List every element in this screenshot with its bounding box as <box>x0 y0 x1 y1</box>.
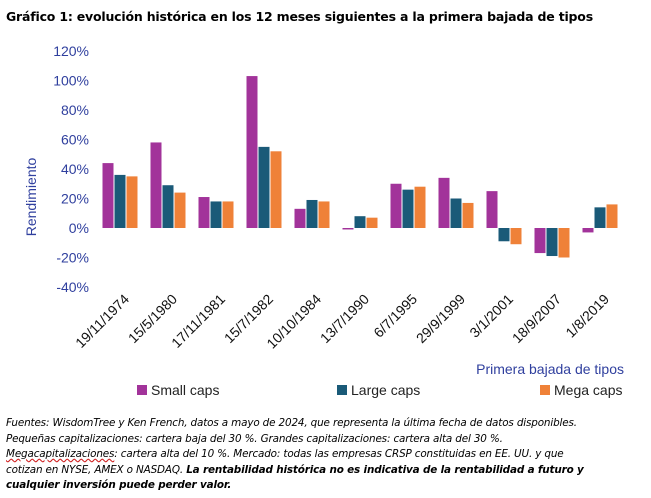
legend-label: Small caps <box>151 382 219 398</box>
bar-small-caps <box>486 191 498 228</box>
bar-large-caps <box>258 146 270 228</box>
bar-mega-caps <box>414 186 426 228</box>
footnote-line-4-normal: cotizan en NYSE, AMEX o NASDAQ. <box>6 463 187 476</box>
y-tick-label: 80% <box>61 102 89 118</box>
footnote-line-3: Megacapitalizaciones: cartera alta del 1… <box>6 447 636 463</box>
footnote-line-3-rest: : cartera alta del 10 %. Mercado: todas … <box>114 448 564 460</box>
x-tick-label: 1/8/2019 <box>562 291 612 341</box>
y-tick-label: 120% <box>53 43 89 59</box>
bar-small-caps <box>198 197 210 228</box>
bar-small-caps <box>342 228 354 230</box>
bar-small-caps <box>246 76 258 228</box>
footnote-line-5: cualquier inversión puede perder valor. <box>6 479 232 491</box>
legend-label: Mega caps <box>554 382 622 398</box>
footnote-disclaimer: La rentabilidad histórica no es indicati… <box>186 463 584 476</box>
y-tick-label: -20% <box>56 250 89 266</box>
bar-small-caps <box>438 177 450 228</box>
x-tick-label: 19/11/1974 <box>72 291 132 351</box>
bar-large-caps <box>498 228 510 242</box>
y-tick-label: 20% <box>61 191 89 207</box>
y-tick-label: 100% <box>53 73 89 89</box>
legend: Small caps Large caps Mega caps <box>137 382 622 398</box>
y-tick-label: -40% <box>56 279 89 295</box>
bar-large-caps <box>546 228 558 257</box>
x-tick-label: 3/1/2001 <box>466 291 516 341</box>
y-axis-ticks: -40% -20% 0% 20% 40% 60% 80% 100% 120% <box>53 43 89 295</box>
bar-large-caps <box>450 198 462 228</box>
bar-small-caps <box>102 163 114 228</box>
x-tick-label: 13/7/1990 <box>317 291 373 347</box>
bar-chart: -40% -20% 0% 20% 40% 60% 80% 100% 120% 19/11/197… <box>23 43 624 398</box>
chart-title: Gráfico 1: evolución histórica en los 12… <box>6 9 593 24</box>
y-tick-label: 0% <box>69 220 89 236</box>
footnote-line-1: Fuentes: WisdomTree y Ken French, datos … <box>6 417 577 429</box>
bar-small-caps <box>582 228 594 233</box>
bar-large-caps <box>402 189 414 228</box>
bar-mega-caps <box>222 201 234 228</box>
legend-swatch <box>137 385 147 395</box>
x-axis-ticks: 19/11/197415/5/198017/11/198115/7/198210… <box>72 291 612 352</box>
x-tick-label: 29/9/1999 <box>413 291 469 347</box>
footnote-underlined-term: Megacapitalizaciones <box>6 448 115 460</box>
bar-mega-caps <box>318 201 330 228</box>
bar-large-caps <box>594 207 606 228</box>
footnote-line-2: Pequeñas capitalizaciones: cartera baja … <box>6 432 503 445</box>
bar-small-caps <box>534 228 546 254</box>
y-tick-label: 40% <box>61 161 89 177</box>
footnote: Fuentes: WisdomTree y Ken French, datos … <box>6 416 636 494</box>
legend-swatch <box>337 385 347 395</box>
x-axis-label: Primera bajada de tipos <box>476 361 624 377</box>
legend-label: Large caps <box>351 382 420 398</box>
bar-mega-caps <box>270 151 282 228</box>
x-tick-label: 18/9/2007 <box>509 291 565 347</box>
bar-large-caps <box>114 174 126 228</box>
footnote-line-4: cotizan en NYSE, AMEX o NASDAQ. La renta… <box>6 463 636 479</box>
x-tick-label: 6/7/1995 <box>370 291 420 341</box>
bar-small-caps <box>390 183 402 228</box>
y-tick-label: 60% <box>61 132 89 148</box>
bar-series <box>102 76 618 258</box>
bar-large-caps <box>162 185 174 228</box>
bar-mega-caps <box>366 217 378 228</box>
bar-mega-caps <box>174 192 186 228</box>
bar-large-caps <box>354 216 366 228</box>
legend-swatch <box>540 385 550 395</box>
bar-small-caps <box>294 208 306 228</box>
bar-mega-caps <box>126 176 138 228</box>
bar-large-caps <box>306 199 318 228</box>
bar-mega-caps <box>462 202 474 228</box>
bar-mega-caps <box>606 204 618 228</box>
bar-large-caps <box>210 201 222 228</box>
y-axis-label: Rendimiento <box>23 157 39 236</box>
bar-mega-caps <box>558 228 570 258</box>
bar-small-caps <box>150 142 162 228</box>
bar-mega-caps <box>510 228 522 245</box>
